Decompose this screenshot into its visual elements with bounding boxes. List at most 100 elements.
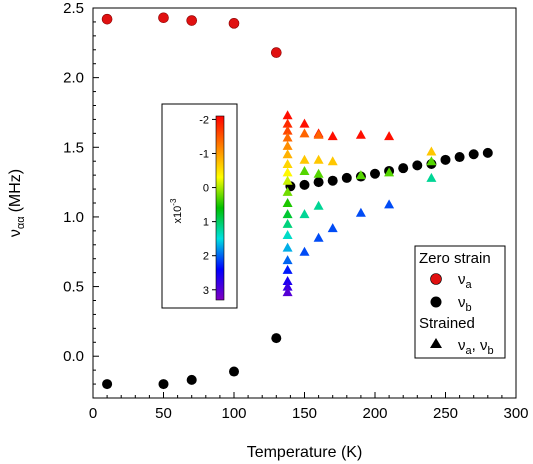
strained-point	[282, 276, 293, 285]
x-tick-label: 150	[292, 405, 317, 422]
legend-triangle-marker	[430, 338, 442, 348]
strained-point	[299, 246, 310, 256]
strained-point	[282, 118, 293, 128]
legend-entry-ab-symbol: ν	[458, 337, 466, 354]
strained-point	[282, 175, 293, 185]
strained-point	[282, 209, 293, 219]
x-tick-label: 300	[503, 405, 528, 422]
colorbar-title-exponent: -3	[169, 198, 178, 206]
legend-entry-ab-sub2: b	[487, 345, 493, 357]
y-tick-label: 0.5	[63, 279, 84, 296]
strained-point	[384, 199, 395, 209]
zero-strain-b-point	[271, 333, 282, 344]
colorbar-title: x10-3	[169, 198, 184, 223]
legend-entry-ab: νa, νb	[458, 337, 494, 357]
strained-point	[355, 129, 366, 139]
colorbar-strip	[215, 115, 225, 301]
strained-point	[355, 207, 366, 217]
strained-point	[355, 170, 366, 180]
legend-red-circle-marker	[430, 273, 442, 285]
zero-strain-b-point	[299, 179, 310, 190]
zero-strain-b-point	[229, 366, 239, 377]
strained-point	[282, 140, 293, 150]
strained-point	[282, 264, 293, 274]
strained-point	[313, 168, 324, 178]
colorbar-tick-label: 3	[203, 285, 209, 297]
colorbar-ticks: -2 -1 0 1 2 3	[199, 114, 216, 297]
zero-strain-b-point	[102, 379, 113, 390]
y-tick-label: 1.0	[63, 209, 84, 226]
strained-point	[282, 125, 293, 135]
colorbar-title-base: x10	[172, 206, 184, 224]
legend-entry-b: νb	[458, 294, 472, 314]
zero-strain-b-point	[341, 172, 352, 183]
strained-point	[313, 232, 324, 242]
legend-group-zero-strain-title: Zero strain	[419, 250, 491, 267]
y-tick-label: 2.0	[63, 70, 84, 87]
zero-strain-b-point	[482, 147, 493, 158]
x-tick-label: 100	[221, 405, 246, 422]
y-axis-title: ναα (MHz)	[7, 169, 27, 237]
strained-point	[426, 156, 437, 166]
strained-point	[282, 167, 293, 177]
zero-strain-b-point	[158, 379, 169, 390]
strained-point	[282, 255, 293, 265]
zero-strain-b-point	[398, 163, 409, 174]
legend-entry-a-sub: a	[466, 279, 473, 291]
svg-text:ναα(MHz): ναα (MHz)	[7, 169, 27, 237]
colorbar-frame	[161, 103, 238, 309]
strained-point	[282, 159, 293, 168]
y-axis-title-subscript: αα	[15, 216, 27, 229]
zero-strain-a-point	[186, 15, 197, 26]
zero-strain-b-point	[468, 149, 479, 160]
colorbar: -2 -1 0 1 2 3 x10-3	[161, 103, 238, 309]
colorbar-tick-label: 0	[203, 183, 209, 195]
y-tick-label: 2.5	[63, 0, 84, 17]
strained-point	[313, 200, 324, 210]
colorbar-tick-label: 2	[203, 251, 209, 263]
strained-point	[426, 172, 437, 182]
legend-entry-ab-symbol-2: ν	[480, 337, 488, 354]
y-tick-label: 1.5	[63, 139, 84, 156]
strained-point	[282, 132, 293, 142]
y-axis-ticks: 0.0 0.5 1.0 1.5 2.0 2.5	[63, 0, 99, 385]
legend-entry-ab-sub1: a	[466, 345, 473, 357]
y-axis-title-symbol: ν	[7, 229, 24, 237]
strained-point	[327, 131, 338, 141]
legend-entry-ab-sep: ,	[472, 337, 480, 354]
x-tick-label: 0	[89, 405, 97, 422]
legend-entry-a: νa	[458, 271, 473, 291]
data-markers	[101, 12, 493, 390]
colorbar-tick-label: -2	[199, 114, 209, 126]
zero-strain-b-point	[440, 154, 451, 165]
strained-point	[384, 131, 395, 141]
strained-point	[282, 198, 293, 207]
x-tick-label: 250	[433, 405, 458, 422]
strained-point	[299, 166, 310, 175]
zero-strain-b-point	[327, 175, 338, 186]
strained-point	[313, 129, 324, 139]
colorbar-tick-label: -1	[199, 148, 209, 160]
legend-black-circle-marker	[430, 296, 442, 308]
legend-entry-b-sub: b	[466, 302, 472, 314]
strained-point	[282, 218, 293, 228]
strained-point	[299, 128, 310, 138]
x-tick-label: 200	[362, 405, 387, 422]
strained-point	[313, 154, 324, 164]
zero-strain-b-point	[313, 177, 324, 188]
legend-group-strained-title: Strained	[419, 315, 475, 332]
strained-point	[282, 287, 293, 297]
strained-point	[282, 230, 293, 239]
y-tick-label: 0.0	[63, 348, 84, 365]
colorbar-tick-label: 1	[203, 217, 209, 229]
strained-point	[299, 118, 310, 128]
y-axis-title-unit: (MHz)	[7, 169, 24, 213]
strained-point	[282, 242, 293, 252]
zero-strain-a-point	[270, 47, 282, 58]
legend-entry-a-symbol: ν	[458, 271, 466, 288]
legend: Zero strain νa νb Strained νa, νb	[414, 245, 506, 359]
legend-frame	[414, 245, 506, 359]
strained-point	[327, 223, 338, 233]
x-axis-title: Temperature (K)	[247, 444, 363, 461]
zero-strain-b-point	[412, 160, 423, 171]
